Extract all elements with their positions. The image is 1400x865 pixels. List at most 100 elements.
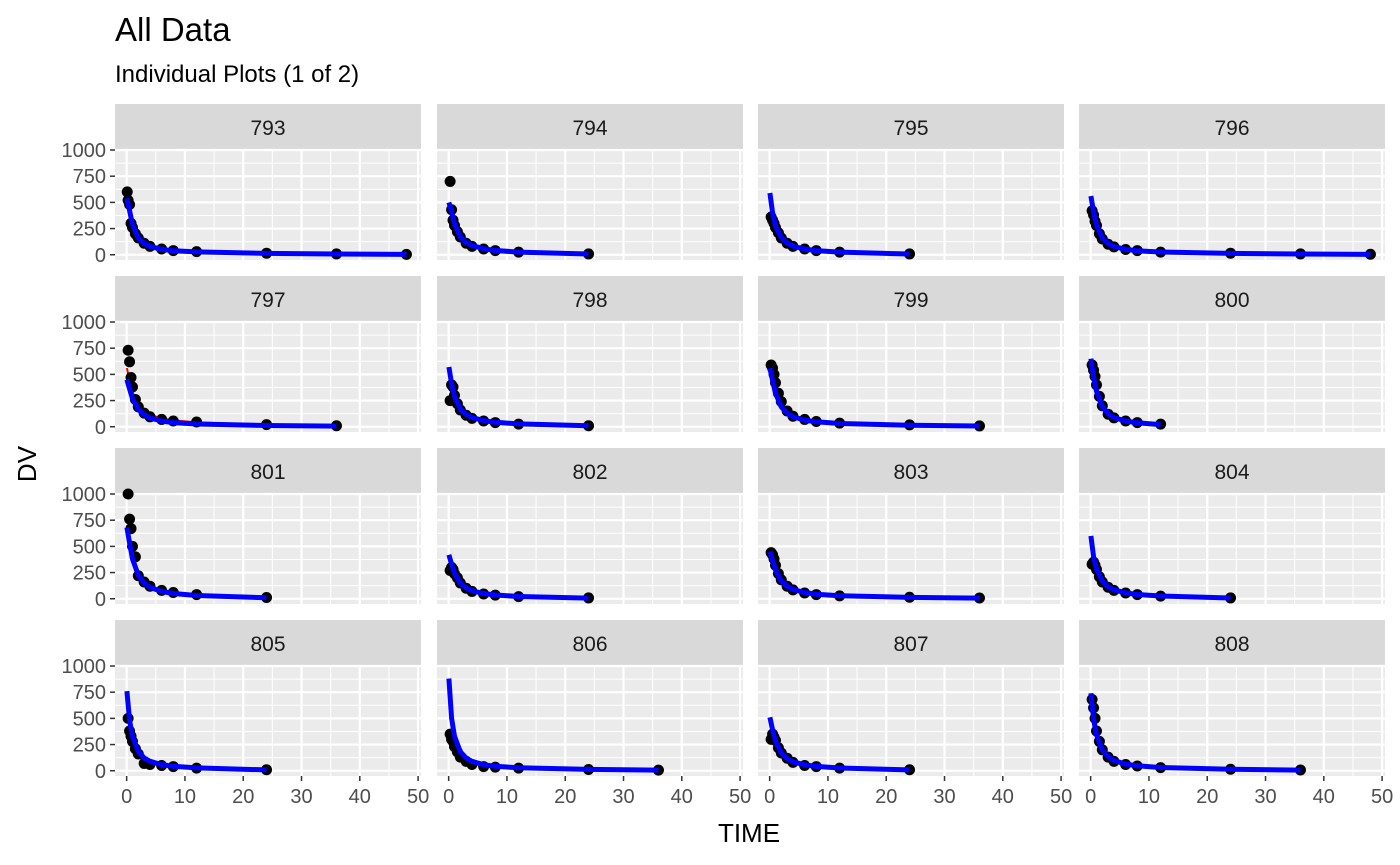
facet-strip: [758, 448, 1064, 494]
facet-strip-label: 798: [572, 289, 607, 312]
panel-background: [115, 666, 421, 776]
x-tick-label: 10: [496, 786, 518, 808]
observed-point: [583, 420, 595, 432]
individual-prediction-line: [1088, 692, 1301, 773]
y-tick-label: 500: [73, 536, 106, 558]
y-tick-label: 1000: [62, 312, 107, 334]
individual-prediction-line: [124, 197, 407, 257]
facet-strip: [115, 448, 421, 494]
y-tick-label: 250: [73, 391, 106, 413]
y-tick-label: 0: [95, 761, 106, 783]
y-tick-label: 0: [95, 245, 106, 267]
x-tick-label: 10: [1138, 786, 1160, 808]
observed-point: [1225, 592, 1237, 604]
facet-panel-808: 808 0 10 20 30 40 50: [1079, 620, 1393, 808]
x-tick-label: 0: [1085, 786, 1096, 808]
individual-prediction-line: [1088, 358, 1161, 428]
panel-background: [437, 150, 743, 260]
facet-panel-803: 803: [758, 448, 1064, 604]
y-tick-label: 750: [73, 166, 106, 188]
facet-panel-802: 802: [437, 448, 743, 604]
observed-point: [583, 592, 595, 604]
x-tick-label: 40: [349, 786, 371, 808]
y-tick-label: 250: [73, 219, 106, 241]
facet-strip-label: 805: [250, 633, 285, 656]
x-tick-label: 50: [1371, 786, 1393, 808]
facet-strip: [1079, 448, 1385, 494]
facet-strip: [1079, 276, 1385, 322]
facet-strip-label: 793: [250, 117, 285, 140]
facet-panel-794: 794: [437, 104, 743, 260]
x-tick-label: 20: [875, 786, 897, 808]
facet-strip-label: 802: [572, 461, 607, 484]
x-tick-label: 0: [764, 786, 775, 808]
y-tick-label: 500: [73, 708, 106, 730]
x-tick-label: 30: [1254, 786, 1276, 808]
individual-prediction-line: [767, 367, 980, 429]
x-tick-label: 40: [992, 786, 1014, 808]
panel-background: [758, 150, 1064, 260]
chart-title: All Data: [115, 11, 231, 48]
x-tick-label: 20: [1196, 786, 1218, 808]
chart-subtitle: Individual Plots (1 of 2): [115, 61, 359, 88]
x-tick-label: 30: [290, 786, 312, 808]
facet-strip: [437, 276, 743, 322]
observed-point: [122, 344, 134, 356]
panel-background: [758, 666, 1064, 776]
individual-prediction-line: [1088, 535, 1231, 601]
facet-strip-label: 801: [250, 461, 285, 484]
facet-panel-796: 796: [1079, 104, 1385, 260]
x-tick-label: 50: [407, 786, 429, 808]
facet-strip: [115, 104, 421, 150]
observed-point: [400, 248, 412, 260]
facet-panel-807: 807 0 10 20 30 40 50: [758, 620, 1072, 808]
facet-panel-799: 799: [758, 276, 1064, 432]
y-tick-label: 0: [95, 417, 106, 439]
individual-prediction-line: [124, 690, 267, 773]
panel-background: [437, 494, 743, 604]
facet-panel-797: 797 0 250 500 750 1000: [62, 276, 421, 439]
panel-background: [1079, 494, 1385, 604]
facet-strip: [1079, 620, 1385, 666]
individual-prediction-line: [446, 201, 589, 257]
y-tick-label: 250: [73, 563, 106, 585]
facet-strip-label: 808: [1214, 633, 1249, 656]
individual-prediction-line: [446, 366, 589, 429]
facet-strip: [758, 620, 1064, 666]
y-tick-label: 750: [73, 338, 106, 360]
individual-prediction-line: [124, 378, 337, 429]
observed-point: [261, 764, 273, 776]
x-tick-label: 0: [443, 786, 454, 808]
individual-prediction-line: [767, 192, 910, 257]
x-tick-label: 30: [612, 786, 634, 808]
facet-panel-801: 801 0 250 500 750 1000: [62, 448, 421, 611]
facet-strip: [758, 276, 1064, 322]
panel-background: [1079, 322, 1385, 432]
x-tick-label: 50: [1050, 786, 1072, 808]
x-tick-label: 20: [232, 786, 254, 808]
individual-prediction-line: [767, 550, 980, 601]
facet-panel-804: 804: [1079, 448, 1385, 604]
facet-panel-793: 793 0 250 500 750 1000: [62, 104, 421, 267]
observed-point: [444, 175, 456, 187]
y-tick-label: 250: [73, 735, 106, 757]
x-tick-label: 40: [671, 786, 693, 808]
y-tick-label: 500: [73, 364, 106, 386]
facet-strip: [758, 104, 1064, 150]
x-tick-label: 0: [121, 786, 132, 808]
facet-strip: [437, 104, 743, 150]
y-tick-label: 750: [73, 510, 106, 532]
observed-point: [583, 248, 595, 260]
panel-background: [115, 150, 421, 260]
facet-strip-label: 803: [893, 461, 928, 484]
facet-panel-806: 806 0 10 20 30 40 50: [437, 620, 751, 808]
individual-prediction-line: [446, 554, 589, 601]
x-axis-title: TIME: [718, 818, 780, 848]
x-tick-label: 10: [817, 786, 839, 808]
x-tick-label: 30: [933, 786, 955, 808]
facet-panel-798: 798: [437, 276, 743, 432]
y-tick-label: 1000: [62, 656, 107, 678]
observed-point: [904, 248, 916, 260]
panel-background: [758, 494, 1064, 604]
